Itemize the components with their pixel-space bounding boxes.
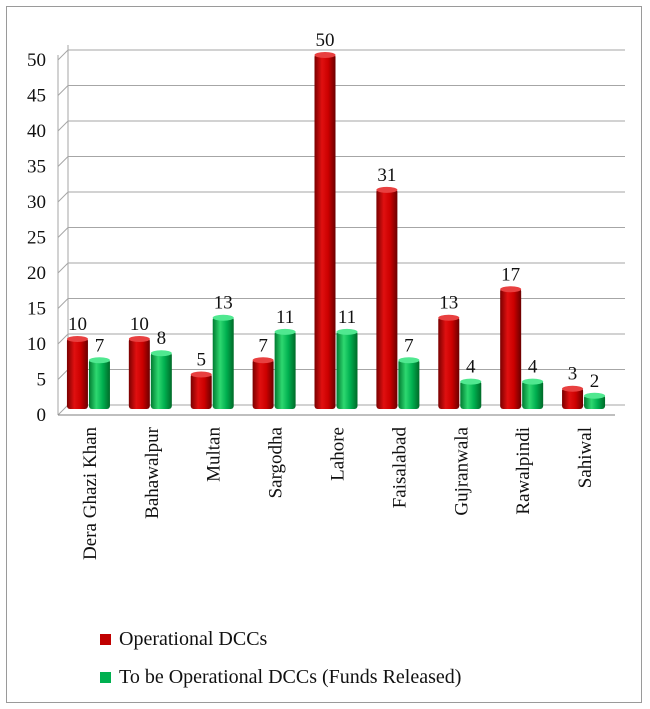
data-label: 4 <box>466 357 476 378</box>
y-tick-label: 0 <box>37 405 47 426</box>
gridline <box>57 49 625 61</box>
bar-cap <box>212 314 234 321</box>
y-tick-label: 40 <box>27 121 46 142</box>
bar-cap <box>252 357 274 364</box>
gridline <box>57 262 625 274</box>
bar <box>376 188 398 409</box>
bar <box>274 330 296 409</box>
bar-cap <box>500 286 522 293</box>
bar <box>522 380 544 409</box>
gridline <box>57 120 625 132</box>
x-tick-label: Multan <box>204 427 225 482</box>
x-tick-label: Sargodha <box>266 426 287 498</box>
x-tick-label: Gujranwala <box>451 426 472 515</box>
y-tick-label: 30 <box>27 192 46 213</box>
y-tick-label: 25 <box>27 228 46 249</box>
gridline <box>57 191 625 203</box>
bar-cap <box>150 350 172 357</box>
y-tick-label: 50 <box>27 50 46 71</box>
bar <box>398 359 420 409</box>
bar <box>190 373 212 409</box>
bar-cap <box>438 314 460 321</box>
data-label: 11 <box>276 307 294 328</box>
bar-cap <box>376 186 398 193</box>
legend-item-to-be-operational: To be Operational DCCs (Funds Released) <box>100 662 461 692</box>
data-label: 13 <box>439 293 458 314</box>
bar <box>336 330 358 409</box>
data-label: 10 <box>68 314 87 335</box>
data-label: 4 <box>528 357 538 378</box>
data-label: 31 <box>377 165 396 186</box>
bar-cap <box>128 336 150 342</box>
data-label: 10 <box>130 314 149 335</box>
data-label: 7 <box>258 335 268 356</box>
bar-cap <box>584 392 606 399</box>
gridline <box>57 156 625 167</box>
gridline <box>57 227 625 238</box>
data-label: 3 <box>568 364 578 385</box>
bar-cap <box>66 336 88 342</box>
data-label: 7 <box>95 335 105 356</box>
data-label: 8 <box>157 328 167 349</box>
bar <box>438 316 460 409</box>
x-axis-ticks: Dera Ghazi Khan Bahawalpur Multan Sargodha L… <box>80 426 596 560</box>
bars <box>66 52 606 409</box>
legend: Operational DCCs To be Operational DCCs … <box>100 624 461 700</box>
y-axis-ticks: 0 5 10 15 20 25 30 35 40 45 50 <box>27 50 46 426</box>
bar-cap <box>314 52 336 58</box>
bar <box>150 352 172 409</box>
y-tick-label: 15 <box>27 299 46 320</box>
legend-swatch-operational <box>100 633 111 645</box>
y-tick-label: 35 <box>27 157 46 178</box>
legend-label-operational: Operational DCCs <box>119 627 268 650</box>
legend-swatch-to-be-operational <box>100 671 111 683</box>
bar <box>252 359 274 409</box>
bar-cap <box>398 357 420 364</box>
y-tick-label: 20 <box>27 263 46 284</box>
bar <box>66 338 88 409</box>
y-tick-label: 45 <box>27 86 46 107</box>
data-label: 17 <box>501 264 520 285</box>
data-label: 11 <box>338 307 356 328</box>
bar <box>460 380 482 409</box>
bar-cap <box>522 378 544 385</box>
data-label: 5 <box>196 350 206 371</box>
data-label: 2 <box>590 371 600 392</box>
bar <box>500 288 522 409</box>
legend-label-to-be-operational: To be Operational DCCs (Funds Released) <box>119 665 462 688</box>
x-tick-label: Faisalabad <box>389 427 410 509</box>
x-tick-label: Sahiwal <box>575 427 596 488</box>
gridline <box>57 85 625 96</box>
bar <box>212 316 234 409</box>
bar <box>562 387 584 409</box>
bar-cap <box>88 357 110 364</box>
bar-cap <box>190 371 212 378</box>
data-labels: 10 7 10 8 5 13 7 11 50 11 31 7 13 4 17 4 3 2 <box>68 30 599 392</box>
bar <box>128 338 150 409</box>
data-label: 13 <box>214 293 233 314</box>
y-tick-label: 10 <box>27 334 46 355</box>
x-tick-label: Lahore <box>328 427 349 481</box>
y-tick-label: 5 <box>37 370 47 391</box>
data-label: 50 <box>316 30 335 51</box>
bar-cap <box>460 378 482 385</box>
data-label: 7 <box>404 335 414 356</box>
bar-cap <box>336 328 358 335</box>
bar-cap <box>274 328 296 335</box>
x-tick-label: Rawalpindi <box>513 427 534 515</box>
bar <box>88 359 110 409</box>
legend-item-operational: Operational DCCs <box>100 624 461 654</box>
bar-cap <box>562 385 584 392</box>
x-tick-label: Bahawalpur <box>142 426 163 518</box>
x-tick-label: Dera Ghazi Khan <box>80 427 101 560</box>
bar <box>314 54 336 409</box>
